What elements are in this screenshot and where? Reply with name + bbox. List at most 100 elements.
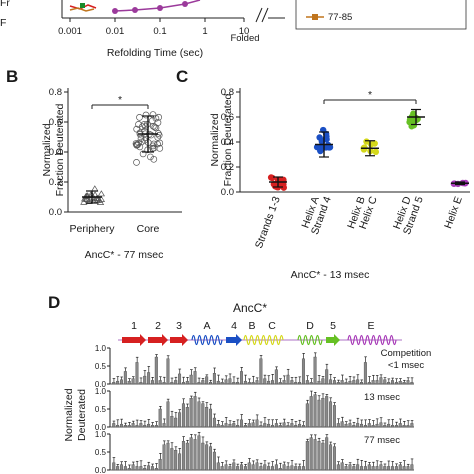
panel-d-bar — [298, 423, 302, 428]
panel-d-bar — [131, 423, 135, 428]
panel-d-bar — [410, 423, 414, 428]
panel-d-bar — [119, 464, 123, 471]
panel-d-bar — [112, 462, 116, 471]
panel-d-bar — [290, 465, 294, 471]
panel-d-ytick-label: 0.5 — [95, 362, 107, 371]
row-label-13msec: 13 msec — [364, 392, 400, 403]
panel-d-bar — [402, 425, 406, 428]
row-label-77msec: 77 msec — [364, 435, 400, 446]
panel-b-point-periphery — [93, 194, 101, 201]
panel-d-bar — [158, 459, 162, 471]
panel-c-ylabel-line2: Fraction Deuterated — [222, 93, 234, 186]
panel-d-bar — [185, 407, 189, 428]
panel-d-title: AncC* — [233, 301, 267, 315]
panel-d-bar — [189, 374, 193, 385]
panel-b-point-core — [133, 159, 140, 166]
panel-d-bar — [344, 382, 348, 385]
panel-d-bar — [363, 362, 367, 385]
panel-d-bar — [332, 380, 336, 385]
panel-b-point-periphery — [80, 198, 88, 205]
panel-d-bar — [309, 396, 313, 428]
panel-b-point-periphery — [83, 192, 91, 199]
panel-d-bar — [352, 425, 356, 428]
panel-d-letter: D — [48, 293, 60, 312]
panel-b-point-core — [154, 119, 162, 126]
panel-d-bar — [193, 396, 197, 428]
panel-b-point-core — [149, 111, 157, 118]
panel-d-ytick-label: 0.5 — [95, 448, 107, 457]
panel-a-series-point — [182, 1, 188, 7]
panel-c-point — [406, 118, 413, 126]
panel-d-bar — [224, 379, 228, 385]
panel-c-point — [326, 143, 334, 151]
panel-d-bar — [201, 403, 205, 428]
ss-helix-coil — [243, 334, 263, 346]
panel-d-bar — [391, 466, 394, 471]
panel-d-ylabel-line2: Deuterated — [76, 389, 88, 441]
panel-d-bar — [143, 425, 147, 428]
panel-d-bar — [363, 425, 367, 428]
panel-d-bar — [375, 380, 379, 385]
panel-d-ytick-label: 1.0 — [95, 430, 107, 439]
panel-b-point-core — [150, 155, 158, 163]
panel-d-bar — [286, 466, 290, 471]
panel-c-point — [323, 136, 330, 143]
panel-d-bar — [367, 423, 371, 428]
panel-c-ytick-label: 0.2 — [221, 162, 234, 173]
panel-d-bar — [325, 396, 329, 428]
panel-d-bar — [162, 444, 166, 471]
panel-d-bar — [251, 382, 255, 385]
panel-d-bar — [402, 382, 406, 385]
ss-strand-arrow — [148, 334, 168, 346]
panel-c-category-label: Helix E — [442, 195, 465, 230]
panel-d-bar — [375, 423, 379, 428]
panel-d-bar — [317, 380, 321, 385]
panel-d-bar — [247, 423, 251, 428]
panel-d-bar — [247, 382, 251, 385]
ss-helix-coil — [261, 334, 284, 346]
panel-a-series — [69, 0, 201, 14]
panel-b-points — [80, 111, 164, 205]
panel-d-bar — [263, 464, 267, 471]
panel-d-bar — [174, 380, 178, 385]
panel-b-category-periphery: Periphery — [70, 223, 116, 235]
panel-d-bar — [360, 423, 364, 428]
panel-d-bar — [228, 423, 232, 428]
panel-d-bar — [410, 382, 414, 385]
panel-b-point-core — [149, 142, 157, 150]
panel-d-bar — [371, 380, 375, 385]
panel-d-bar — [321, 398, 325, 428]
panel-d-bar — [348, 464, 352, 471]
panel-d-bar — [274, 464, 278, 471]
panel-d-bar — [247, 462, 251, 471]
panel-d-bar — [166, 401, 170, 428]
panel-a: Fr F 0.001 0.01 0.1 1 10 Folded Refolding Ti… — [0, 0, 467, 59]
panel-d-bar — [367, 464, 371, 471]
panel-d-bar — [127, 468, 131, 471]
panel-d-bar — [212, 417, 216, 428]
panel-d-bar — [294, 425, 298, 428]
panel-d-bar — [216, 462, 220, 471]
panel-d-bar — [313, 356, 317, 385]
panel-b-sig-star: * — [118, 94, 122, 106]
ss-label: C — [268, 320, 276, 332]
panel-d-bar — [174, 417, 178, 428]
panel-d-bar — [139, 382, 143, 385]
panel-d-bar — [336, 423, 340, 428]
panel-d-bar — [410, 464, 414, 471]
panel-d-bar — [243, 380, 247, 385]
panel-d-bar — [340, 380, 344, 385]
panel-d-bar — [375, 466, 379, 471]
panel-b-point-core — [154, 140, 161, 148]
row-label-competition: Competition — [381, 348, 432, 359]
panel-d-bar — [166, 358, 170, 385]
panel-d-bar — [387, 382, 391, 385]
panel-d-bar — [356, 423, 360, 428]
panel-d-bar — [329, 444, 333, 471]
panel-d-bar — [232, 382, 236, 385]
panel-d-bar — [150, 425, 154, 428]
panel-d-bar — [209, 382, 213, 385]
panel-d-bar — [278, 468, 282, 471]
ss-label: 2 — [155, 320, 161, 332]
panel-a-xlabel: Refolding Time (sec) — [107, 47, 203, 59]
